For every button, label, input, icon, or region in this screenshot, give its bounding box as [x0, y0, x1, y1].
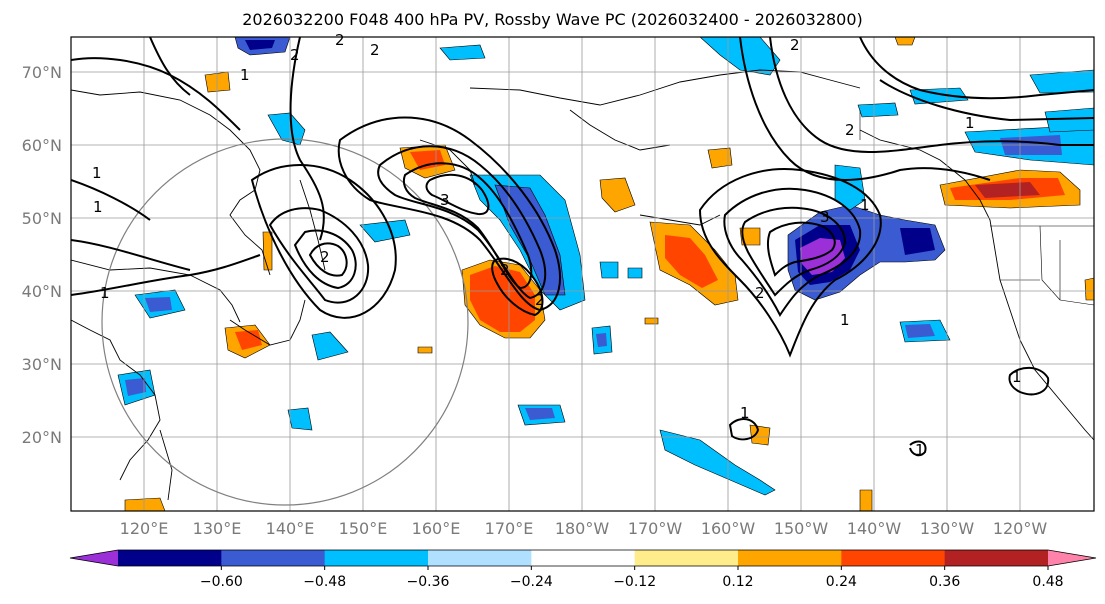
lon-label: 170°E: [485, 519, 534, 538]
contour-label: 3: [440, 191, 450, 209]
colorbar-tick-label: −0.24: [510, 574, 553, 590]
lon-label: 170°W: [628, 519, 683, 538]
contour-label: 1: [1012, 368, 1022, 386]
contour-label: 1: [100, 284, 110, 302]
contour-label: 2: [370, 41, 380, 59]
contour-labels: 1 1 1 1 2 2 2 2 2 2 3 3 1 1 2 1 1 2 2 1 …: [92, 31, 1022, 459]
contour-label: 1: [240, 66, 250, 84]
colorbar-tick-label: 0.48: [1032, 574, 1063, 590]
contour-label: 3: [820, 208, 830, 226]
colorbar-segment: [324, 550, 429, 566]
colorbar-tick-label: 0.12: [722, 574, 753, 590]
colorbar-extend-low: [70, 550, 118, 566]
lon-label: 140°E: [266, 519, 315, 538]
contour-label: 1: [965, 114, 975, 132]
colorbar-outline: [69, 549, 1097, 567]
colorbar-segment: [428, 550, 532, 566]
lat-label: 20°N: [22, 428, 62, 447]
latitude-axis: 70°N 60°N 50°N 40°N 30°N 20°N: [22, 63, 62, 447]
contour-label: 2: [290, 46, 300, 64]
colorbar-tick-label: −0.12: [613, 574, 656, 590]
lat-label: 70°N: [22, 63, 62, 82]
lon-label: 160°E: [412, 519, 461, 538]
lon-label: 130°W: [920, 519, 975, 538]
lon-label: 160°W: [701, 519, 756, 538]
contour-label: 2: [790, 36, 800, 54]
contour-label: 1: [93, 198, 103, 216]
lon-label: 120°E: [120, 519, 169, 538]
colorbar-segment: [221, 550, 326, 566]
contour-label: 2: [500, 261, 510, 279]
colorbar-tick-label: 0.24: [826, 574, 857, 590]
contour-label: 2: [320, 248, 330, 266]
lon-label: 150°E: [339, 519, 388, 538]
lon-label: 180°W: [555, 519, 610, 538]
contour-label: 1: [840, 311, 850, 329]
colorbar-segment: [841, 550, 946, 566]
contour-label: 2: [755, 284, 765, 302]
range-circle: [101, 138, 469, 506]
colorbar-extend-high: [1048, 550, 1096, 566]
contour-label: 1: [915, 441, 925, 459]
lat-label: 50°N: [22, 209, 62, 228]
contour-label: 1: [740, 404, 750, 422]
contour-label: 2: [335, 31, 345, 49]
pv-anomaly-shading: [117, 37, 1094, 511]
pv-contours: [71, 37, 1094, 457]
colorbar: −0.60 −0.48 −0.36 −0.24 −0.12 0.12 0.24 0.36 0.4…: [69, 549, 1097, 590]
lat-label: 40°N: [22, 282, 62, 301]
colorbar-segment: [944, 550, 1049, 566]
contour-label: 2: [535, 291, 545, 309]
colorbar-segment: [118, 550, 222, 566]
colorbar-tick-label: −0.48: [303, 574, 346, 590]
colorbar-tick-label: −0.60: [200, 574, 243, 590]
colorbar-tick-label: −0.36: [407, 574, 450, 590]
contour-label: 1: [860, 196, 870, 214]
colorbar-segment: [634, 550, 739, 566]
colorbar-tick-label: 0.36: [929, 574, 960, 590]
lat-label: 30°N: [22, 355, 62, 374]
colorbar-segment: [738, 550, 842, 566]
map-title: 2026032200 F048 400 hPa PV, Rossby Wave …: [242, 10, 863, 29]
contour-label: 1: [92, 164, 102, 182]
lat-label: 60°N: [22, 136, 62, 155]
lon-label: 140°W: [847, 519, 902, 538]
contour-label: 2: [845, 121, 855, 139]
plot-area: [71, 37, 1094, 511]
lon-label: 150°W: [774, 519, 829, 538]
longitude-axis: 120°E 130°E 140°E 150°E 160°E 170°E 180°…: [120, 519, 1048, 538]
political-borders: [859, 110, 1094, 306]
lon-label: 130°E: [193, 519, 242, 538]
plot-border: [70, 36, 1095, 512]
colorbar-segment: [531, 550, 636, 566]
lon-label: 120°W: [993, 519, 1048, 538]
